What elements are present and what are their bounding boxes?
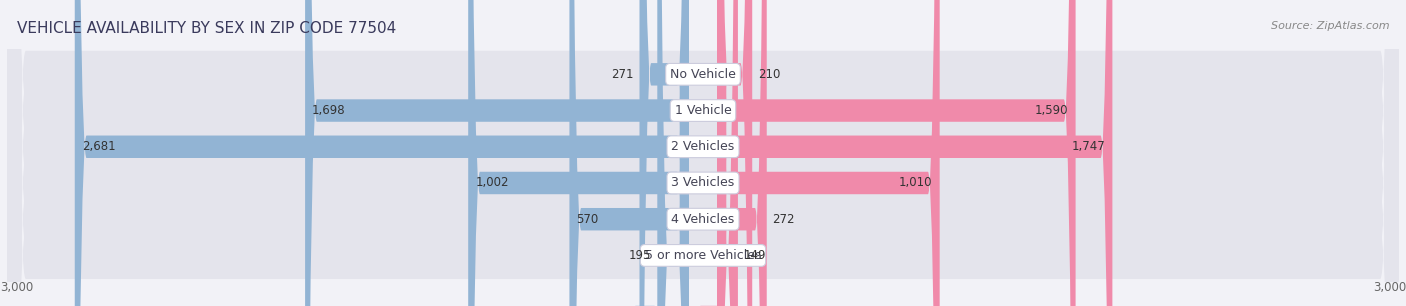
FancyBboxPatch shape	[640, 0, 689, 306]
Text: 2 Vehicles: 2 Vehicles	[672, 140, 734, 153]
FancyBboxPatch shape	[657, 0, 689, 306]
FancyBboxPatch shape	[305, 0, 689, 306]
Text: 1,010: 1,010	[900, 177, 932, 189]
Text: Source: ZipAtlas.com: Source: ZipAtlas.com	[1271, 21, 1389, 32]
Text: 3 Vehicles: 3 Vehicles	[672, 177, 734, 189]
FancyBboxPatch shape	[569, 0, 689, 306]
Text: 149: 149	[744, 249, 766, 262]
Text: VEHICLE AVAILABILITY BY SEX IN ZIP CODE 77504: VEHICLE AVAILABILITY BY SEX IN ZIP CODE …	[17, 21, 396, 36]
FancyBboxPatch shape	[468, 0, 689, 306]
FancyBboxPatch shape	[7, 0, 1399, 306]
Text: 4 Vehicles: 4 Vehicles	[672, 213, 734, 226]
FancyBboxPatch shape	[717, 0, 752, 306]
Text: 1,698: 1,698	[312, 104, 346, 117]
Text: 1,590: 1,590	[1035, 104, 1069, 117]
Text: 1,002: 1,002	[475, 177, 509, 189]
Text: 3,000: 3,000	[0, 281, 34, 294]
FancyBboxPatch shape	[717, 0, 939, 306]
FancyBboxPatch shape	[7, 0, 1399, 306]
FancyBboxPatch shape	[717, 0, 738, 306]
Text: 210: 210	[758, 68, 780, 81]
Text: 271: 271	[612, 68, 634, 81]
FancyBboxPatch shape	[75, 0, 689, 306]
Text: 2,681: 2,681	[82, 140, 115, 153]
FancyBboxPatch shape	[717, 0, 1112, 306]
FancyBboxPatch shape	[7, 0, 1399, 306]
Text: 1 Vehicle: 1 Vehicle	[675, 104, 731, 117]
Text: 272: 272	[773, 213, 796, 226]
FancyBboxPatch shape	[7, 0, 1399, 306]
FancyBboxPatch shape	[7, 0, 1399, 306]
Text: No Vehicle: No Vehicle	[671, 68, 735, 81]
Text: 570: 570	[576, 213, 599, 226]
Text: 195: 195	[628, 249, 651, 262]
FancyBboxPatch shape	[717, 0, 1076, 306]
Text: 3,000: 3,000	[1372, 281, 1406, 294]
Text: 1,747: 1,747	[1071, 140, 1105, 153]
FancyBboxPatch shape	[717, 0, 766, 306]
Text: 5 or more Vehicles: 5 or more Vehicles	[645, 249, 761, 262]
Legend: Male, Female: Male, Female	[630, 301, 776, 306]
FancyBboxPatch shape	[7, 0, 1399, 306]
